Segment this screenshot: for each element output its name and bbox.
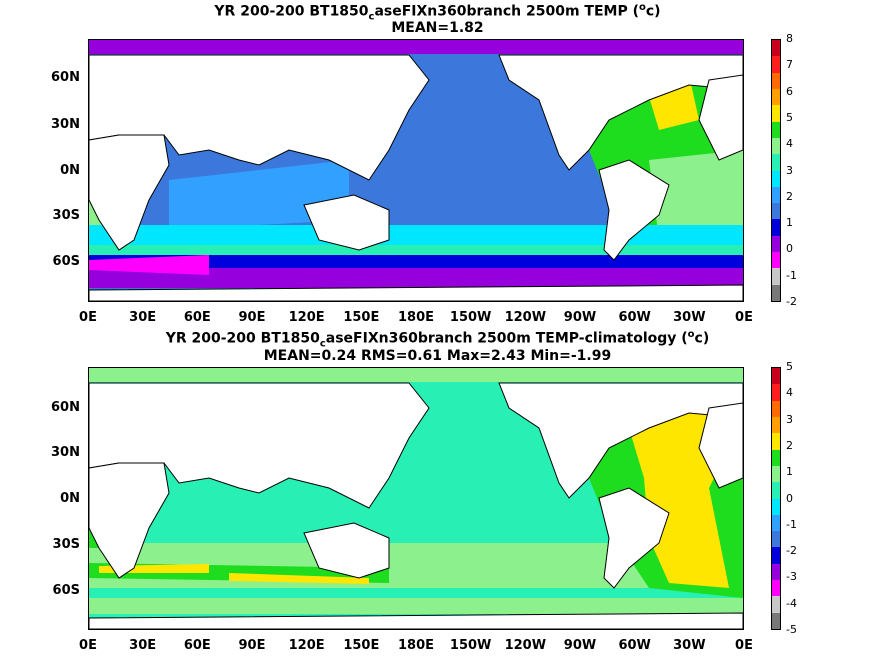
colorbar-tick-label: 5: [786, 110, 793, 124]
colorbar-swatch: [772, 580, 780, 597]
lon-tick-label: 120W: [504, 638, 547, 653]
colorbar-swatch: [772, 449, 780, 466]
colorbar-tick-label: 1: [786, 465, 793, 479]
top-map: [88, 39, 744, 302]
colorbar-tick-label: 8: [786, 32, 793, 45]
colorbar-swatch: [772, 137, 780, 155]
lon-tick-label: 180E: [397, 638, 435, 653]
lon-tick-label: 120E: [288, 638, 325, 653]
colorbar-tick-label: -4: [786, 596, 797, 610]
lon-tick-label: 120E: [288, 310, 325, 325]
lon-tick-label: 30W: [673, 310, 706, 325]
lon-tick-label: 60E: [183, 310, 211, 325]
colorbar-swatch: [772, 170, 780, 187]
colorbar-tick-label: 0: [786, 242, 793, 256]
lon-tick-label: 150W: [449, 310, 492, 325]
colorbar-swatch: [772, 121, 780, 138]
top-colorbar: [771, 39, 781, 302]
colorbar-swatch: [772, 219, 780, 236]
lon-tick-label: 180E: [397, 310, 435, 325]
lon-tick-label: 60W: [618, 638, 651, 653]
colorbar-tick-label: 2: [786, 189, 793, 203]
lon-tick-label: 0E: [79, 638, 97, 653]
colorbar-swatch: [772, 612, 780, 629]
colorbar-swatch: [772, 514, 780, 532]
bottom-lat-label: 60N: [51, 400, 80, 415]
lon-tick-label: 30E: [129, 638, 157, 653]
lon-tick-label: 60W: [618, 310, 651, 325]
colorbar-tick-label: 0: [786, 491, 793, 505]
lon-tick-label: 60E: [183, 638, 211, 653]
lon-tick-label: 90W: [563, 638, 597, 653]
lon-tick-label: 0E: [79, 310, 97, 325]
lon-tick-label: 90W: [563, 310, 597, 325]
colorbar-tick-label: 6: [786, 84, 793, 98]
lon-tick-label: 90E: [238, 310, 266, 325]
colorbar-tick-label: 5: [786, 360, 793, 373]
colorbar-swatch: [772, 531, 780, 548]
lon-tick-label: 0E: [735, 310, 753, 325]
top-stat-line: MEAN=1.82: [391, 20, 484, 36]
colorbar-swatch: [772, 498, 780, 515]
colorbar-swatch: [772, 252, 780, 269]
colorbar-tick-label: -1: [786, 517, 797, 531]
colorbar-swatch: [772, 186, 780, 204]
top-lat-label: 30S: [52, 208, 80, 223]
colorbar-tick-label: -1: [786, 268, 797, 282]
lon-tick-label: 30W: [673, 638, 706, 653]
lon-tick-label: 150E: [343, 310, 380, 325]
colorbar-swatch: [772, 203, 780, 220]
colorbar-swatch: [772, 368, 780, 385]
colorbar-swatch: [772, 433, 780, 450]
colorbar-swatch: [772, 400, 780, 417]
colorbar-swatch: [772, 105, 780, 122]
bottom-lat-label: 30N: [51, 445, 80, 460]
colorbar-swatch: [772, 40, 780, 57]
colorbar-tick-label: -3: [786, 570, 797, 584]
colorbar-swatch: [772, 596, 780, 613]
colorbar-swatch: [772, 235, 780, 253]
colorbar-swatch: [772, 284, 780, 301]
colorbar-swatch: [772, 547, 780, 564]
lon-tick-label: 30E: [129, 310, 157, 325]
top-title: YR 200-200 BT1850caseFIXn360branch 2500m…: [214, 2, 661, 23]
colorbar-swatch: [772, 154, 780, 171]
lon-tick-label: 120W: [504, 310, 547, 325]
colorbar-tick-label: 4: [786, 137, 793, 151]
colorbar-tick-label: 3: [786, 163, 793, 177]
colorbar-swatch: [772, 416, 780, 434]
colorbar-tick-label: 3: [786, 412, 793, 426]
lon-tick-label: 90E: [238, 638, 266, 653]
colorbar-swatch: [772, 563, 780, 581]
bottom-colorbar: [771, 367, 781, 630]
bottom-lat-label: 0N: [60, 491, 80, 506]
colorbar-tick-label: -2: [786, 544, 797, 558]
colorbar-tick-label: -5: [786, 623, 797, 636]
lon-tick-label: 150W: [449, 638, 492, 653]
top-lat-label: 30N: [51, 117, 80, 132]
colorbar-tick-label: 2: [786, 438, 793, 452]
bottom-title: YR 200-200 BT1850caseFIXn360branch 2500m…: [165, 329, 710, 350]
top-lat-label: 60N: [51, 70, 80, 85]
colorbar-tick-label: -2: [786, 295, 797, 308]
bottom-stat-line: MEAN=0.24 RMS=0.61 Max=2.43 Min=-1.99: [263, 348, 612, 364]
colorbar-swatch: [772, 482, 780, 499]
colorbar-tick-label: 7: [786, 58, 793, 72]
top-lat-label: 60S: [52, 254, 80, 269]
lon-tick-label: 0E: [735, 638, 753, 653]
colorbar-tick-label: 4: [786, 386, 793, 400]
colorbar-swatch: [772, 56, 780, 73]
top-lat-label: 0N: [60, 163, 80, 178]
colorbar-swatch: [772, 465, 780, 483]
colorbar-swatch: [772, 384, 780, 401]
colorbar-swatch: [772, 268, 780, 285]
colorbar-tick-label: 1: [786, 216, 793, 230]
colorbar-swatch: [772, 72, 780, 89]
bottom-map: [88, 367, 744, 630]
bottom-lat-label: 60S: [52, 583, 80, 598]
colorbar-swatch: [772, 88, 780, 106]
bottom-lat-label: 30S: [52, 537, 80, 552]
lon-tick-label: 150E: [343, 638, 380, 653]
